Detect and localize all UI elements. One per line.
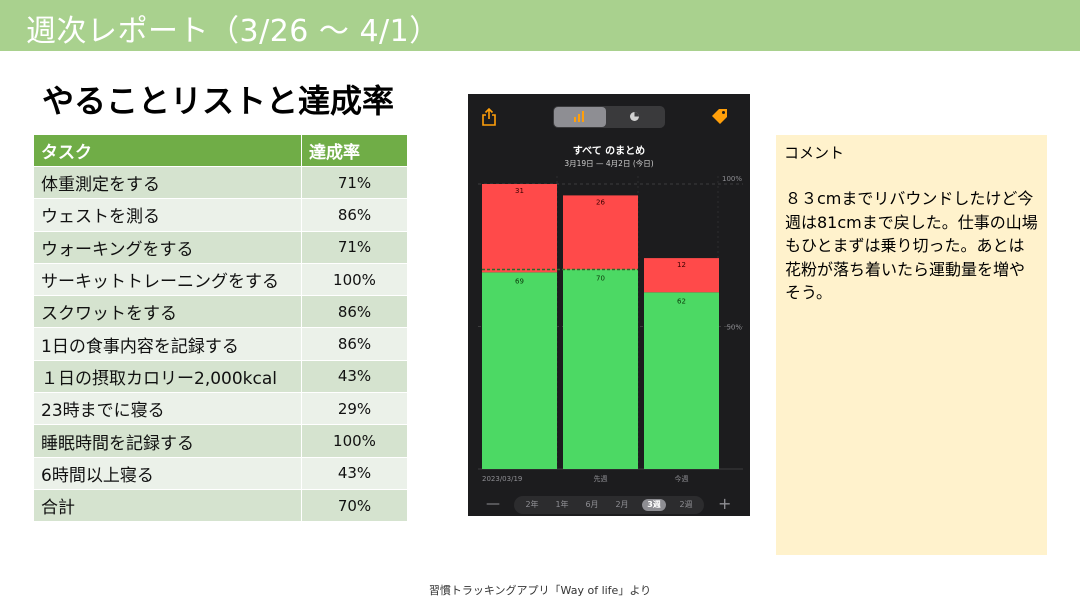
table-row: ウェストを測る 86% [33, 198, 408, 232]
data-label-missed: 12 [677, 261, 686, 269]
range-option[interactable]: 1年 [555, 500, 569, 509]
table-header-row: タスク 達成率 [33, 134, 408, 167]
bar-chart-icon[interactable] [573, 111, 585, 122]
task-rate: 71% [301, 165, 408, 200]
task-name: スクワットをする [33, 295, 302, 329]
bar-missed [644, 258, 719, 293]
task-rate: 43% [301, 456, 408, 490]
data-label-done: 62 [677, 297, 686, 305]
task-name: サーキットトレーニングをする [33, 262, 302, 297]
stacked-bar-chart: 100% 50% 31 69 2023/03/19 26 70 先週 12 62 今週 [478, 175, 743, 483]
task-rate: 86% [301, 295, 408, 329]
title-banner: 週次レポート（3/26 〜 4/1） [0, 0, 1080, 51]
source-credit: 習慣トラッキングアプリ「Way of life」より [428, 584, 652, 597]
task-rate: 86% [301, 198, 408, 232]
bar-missed [482, 184, 557, 273]
app-screenshot: すべて のまとめ 3月19日 — 4月2日 (今日) 100% 50% 31 69 20… [468, 94, 750, 516]
task-rate: 100% [301, 262, 408, 297]
task-name: ウェストを測る [33, 198, 302, 232]
task-name: １日の摂取カロリー2,000kcal [33, 359, 302, 394]
column-header-rate: 達成率 [301, 134, 408, 167]
category-label: 先週 [594, 474, 608, 483]
task-name: 23時までに寝る [33, 392, 302, 426]
table-row: スクワットをする 86% [33, 295, 408, 329]
zoom-out-button[interactable]: — [486, 496, 500, 512]
range-option[interactable]: 2週 [679, 500, 693, 509]
task-rate: 43% [301, 359, 408, 394]
task-name: 6時間以上寝る [33, 456, 302, 490]
task-rate: 29% [301, 392, 408, 426]
table-row: 1日の食事内容を記録する 86% [33, 327, 408, 361]
task-rate: 70% [301, 488, 408, 523]
comment-label: コメント [784, 144, 845, 162]
column-header-task: タスク [33, 134, 302, 167]
range-selector[interactable]: 2年 1年 6月 2月 3週 2週 [514, 496, 704, 514]
y-tick-label: 50% [726, 324, 742, 332]
zoom-in-button[interactable]: + [718, 494, 732, 513]
chart-subtitle: 3月19日 — 4月2日 (今日) [564, 159, 654, 168]
pie-chart-icon[interactable] [629, 111, 640, 122]
comment-text: ８３cmまでリバウンドしたけど今週は81cmまで戻した。仕事の山場もひとまずは乗… [785, 189, 1038, 302]
task-name: 体重測定をする [33, 165, 302, 200]
table-row: １日の摂取カロリー2,000kcal 43% [33, 359, 408, 394]
table-row: ウォーキングをする 71% [33, 230, 408, 264]
data-label-missed: 26 [596, 198, 605, 206]
report-title: 週次レポート（3/26 〜 4/1） [26, 14, 440, 49]
table-row: 6時間以上寝る 43% [33, 456, 408, 490]
task-table: タスク 達成率 体重測定をする 71% ウェストを測る 86% ウォーキングをする 71%… [33, 134, 408, 523]
y-tick-label: 100% [722, 175, 742, 183]
range-option[interactable]: 2月 [615, 500, 629, 509]
category-label: 今週 [675, 474, 689, 483]
table-row: 合計 70% [33, 488, 408, 523]
task-name: 1日の食事内容を記録する [33, 327, 302, 361]
tag-icon[interactable] [711, 108, 729, 124]
data-label-done: 69 [515, 277, 524, 285]
section-title: やることリストと達成率 [42, 82, 395, 120]
task-rate: 71% [301, 230, 408, 264]
table-row: 23時までに寝る 29% [33, 392, 408, 426]
table-row: 体重測定をする 71% [33, 165, 408, 200]
task-name: 睡眠時間を記録する [33, 424, 302, 458]
range-option[interactable]: 2年 [525, 500, 539, 509]
view-toggle[interactable] [553, 106, 665, 128]
data-label-done: 70 [596, 275, 605, 283]
table-row: サーキットトレーニングをする 100% [33, 262, 408, 297]
bar-done [482, 272, 557, 469]
category-label: 2023/03/19 [482, 475, 522, 483]
task-name: ウォーキングをする [33, 230, 302, 264]
bar-done [563, 269, 638, 469]
task-name: 合計 [33, 488, 302, 523]
chart-title: すべて のまとめ [572, 146, 646, 157]
range-option[interactable]: 3週 [642, 499, 666, 511]
range-option[interactable]: 6月 [585, 500, 599, 509]
table-row: 睡眠時間を記録する 100% [33, 424, 408, 458]
bar-missed [563, 195, 638, 270]
data-label-missed: 31 [515, 187, 524, 195]
task-rate: 86% [301, 327, 408, 361]
bar-done [644, 292, 719, 469]
task-rate: 100% [301, 424, 408, 458]
share-icon[interactable] [482, 108, 496, 126]
comment-box: コメント ８３cmまでリバウンドしたけど今週は81cmまで戻した。仕事の山場もひ… [776, 135, 1047, 555]
